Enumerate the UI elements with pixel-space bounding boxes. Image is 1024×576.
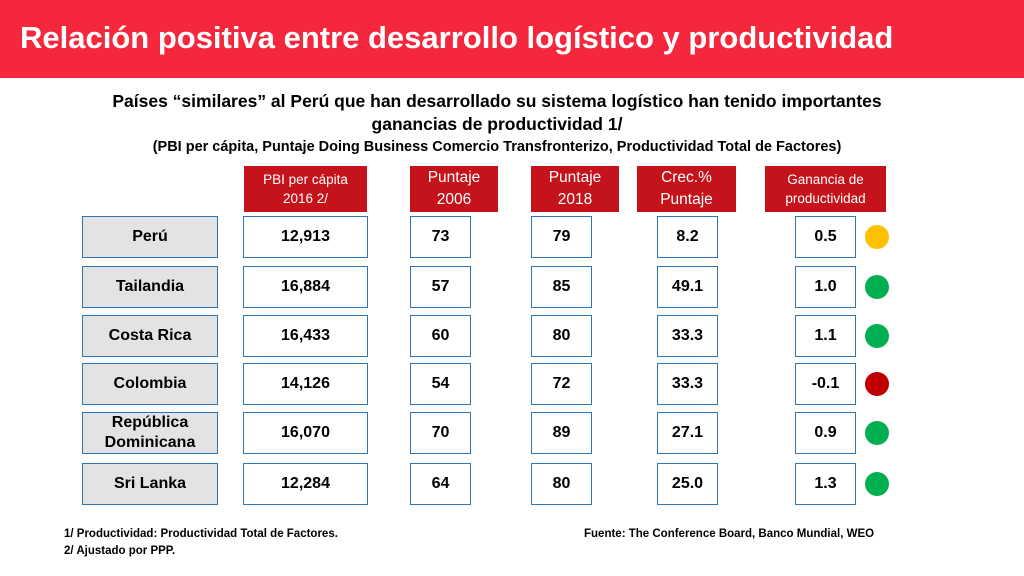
crec-cell: 33.3 <box>657 363 718 405</box>
puntaje-2018-cell: 72 <box>531 363 592 405</box>
puntaje-2006-cell: 70 <box>410 412 471 454</box>
subtitle-line-1: Países “similares” al Perú que han desar… <box>112 91 882 111</box>
country-cell: Costa Rica <box>82 315 218 357</box>
header-puntaje-2018: Puntaje 2018 <box>531 166 619 212</box>
country-cell: Perú <box>82 216 218 258</box>
puntaje-2018-cell: 85 <box>531 266 592 308</box>
footnote-2: 2/ Ajustado por PPP. <box>64 545 176 557</box>
puntaje-2018-cell: 80 <box>531 315 592 357</box>
status-green-dot-icon <box>865 324 889 348</box>
header-crec-puntaje: Crec.% Puntaje <box>637 166 736 212</box>
ganancia-cell: 1.0 <box>795 266 856 308</box>
crec-cell: 27.1 <box>657 412 718 454</box>
crec-cell: 8.2 <box>657 216 718 258</box>
puntaje-2006-cell: 64 <box>410 463 471 505</box>
puntaje-2006-cell: 54 <box>410 363 471 405</box>
status-green-dot-icon <box>865 421 889 445</box>
pbi-cell: 16,070 <box>243 412 368 454</box>
header-ganancia: Ganancia de productividad <box>765 166 886 212</box>
pbi-cell: 12,284 <box>243 463 368 505</box>
pbi-cell: 16,433 <box>243 315 368 357</box>
country-cell: Tailandia <box>82 266 218 308</box>
puntaje-2018-cell: 89 <box>531 412 592 454</box>
country-cell: Colombia <box>82 363 218 405</box>
footnote-1: 1/ Productividad: Productividad Total de… <box>64 528 338 540</box>
subtitle-line-2: ganancias de productividad 1/ <box>371 114 623 134</box>
puntaje-2018-cell: 80 <box>531 463 592 505</box>
puntaje-2006-cell: 73 <box>410 216 471 258</box>
title-bar: Relación positiva entre desarrollo logís… <box>0 0 1024 78</box>
subtitle-note: (PBI per cápita, Puntaje Doing Business … <box>152 139 842 155</box>
puntaje-2006-cell: 60 <box>410 315 471 357</box>
header-puntaje-2006: Puntaje 2006 <box>410 166 498 212</box>
country-cell: Sri Lanka <box>82 463 218 505</box>
puntaje-2018-cell: 79 <box>531 216 592 258</box>
header-pbi: PBI per cápita 2016 2/ <box>244 166 367 212</box>
ganancia-cell: 0.5 <box>795 216 856 258</box>
source-note: Fuente: The Conference Board, Banco Mund… <box>584 528 875 540</box>
ganancia-cell: 1.3 <box>795 463 856 505</box>
slide-title: Relación positiva entre desarrollo logís… <box>20 20 894 55</box>
status-green-dot-icon <box>865 472 889 496</box>
pbi-cell: 12,913 <box>243 216 368 258</box>
pbi-cell: 16,884 <box>243 266 368 308</box>
status-yellow-dot-icon <box>865 225 889 249</box>
ganancia-cell: 0.9 <box>795 412 856 454</box>
status-green-dot-icon <box>865 275 889 299</box>
crec-cell: 49.1 <box>657 266 718 308</box>
crec-cell: 25.0 <box>657 463 718 505</box>
status-red-dot-icon <box>865 372 889 396</box>
puntaje-2006-cell: 57 <box>410 266 471 308</box>
ganancia-cell: -0.1 <box>795 363 856 405</box>
ganancia-cell: 1.1 <box>795 315 856 357</box>
pbi-cell: 14,126 <box>243 363 368 405</box>
crec-cell: 33.3 <box>657 315 718 357</box>
country-cell: República Dominicana <box>82 412 218 454</box>
